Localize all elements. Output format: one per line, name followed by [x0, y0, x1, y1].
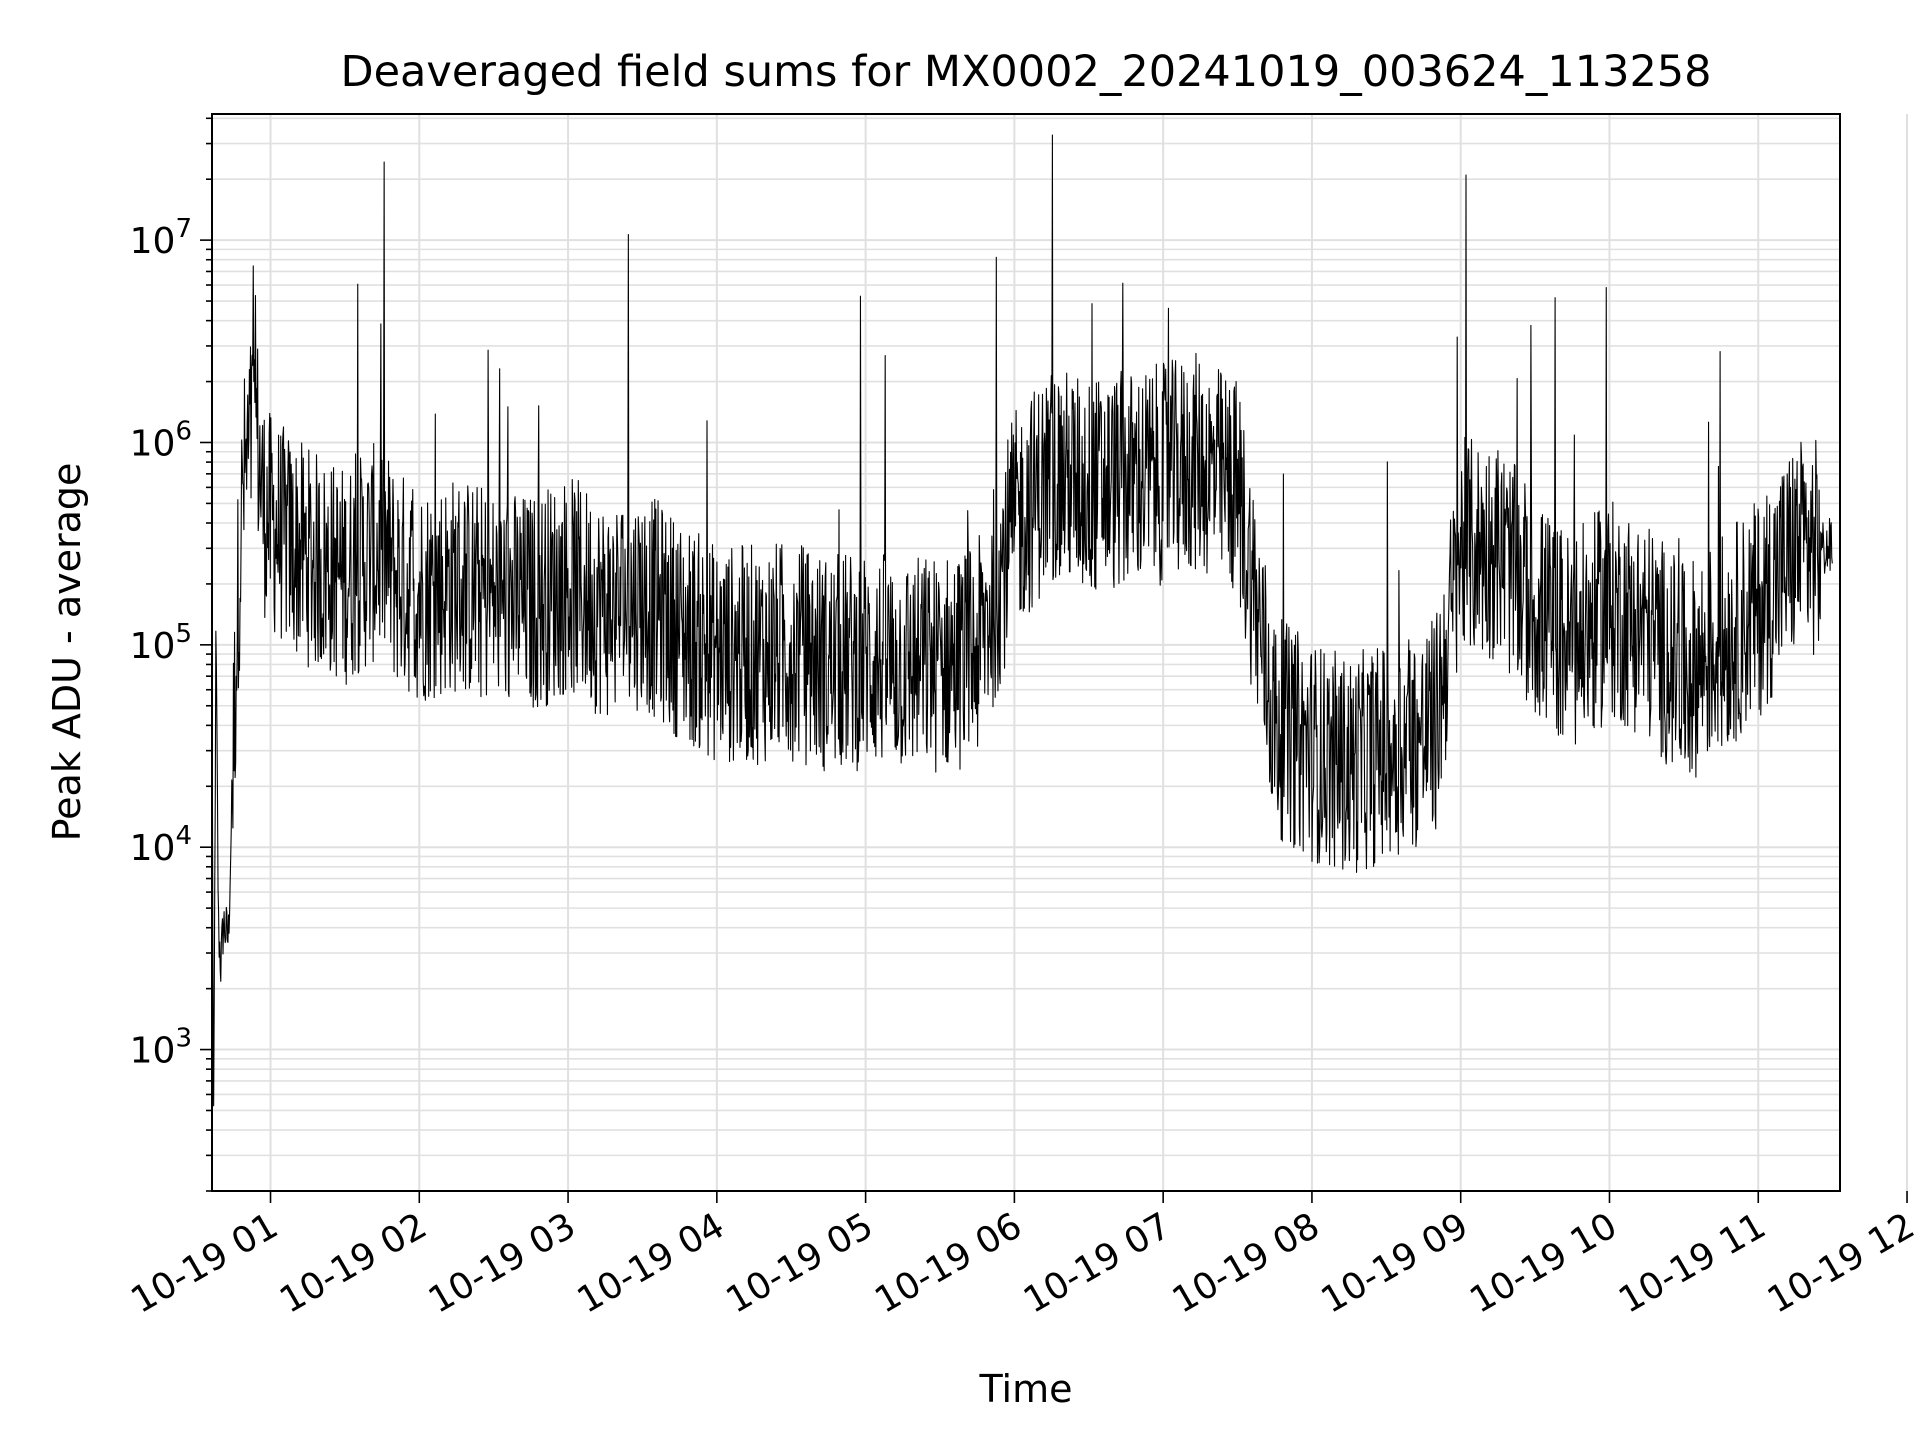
y-axis-label: Peak ADU - average — [45, 463, 89, 842]
y-tick-label: 104 — [130, 821, 192, 869]
data-series — [211, 134, 1833, 1107]
y-tick-label: 105 — [130, 619, 192, 667]
chart-title: Deaveraged field sums for MX0002_2024101… — [340, 47, 1711, 97]
grid-lines — [212, 114, 1909, 1192]
y-tick-label: 103 — [130, 1024, 192, 1072]
y-tick-label: 106 — [130, 416, 192, 464]
y-tick-label: 107 — [130, 214, 192, 262]
series-line — [211, 134, 1833, 1107]
x-axis-label: Time — [979, 1367, 1073, 1411]
plot-frame — [211, 113, 1841, 1192]
